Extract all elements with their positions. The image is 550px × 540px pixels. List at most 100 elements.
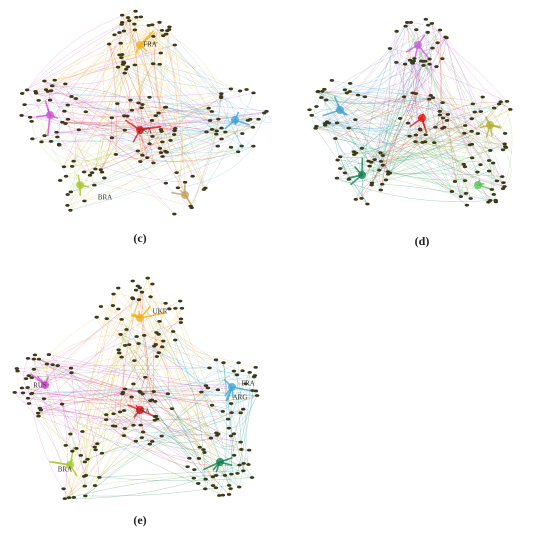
node: [387, 47, 393, 50]
edge: [437, 111, 453, 192]
edge: [132, 298, 243, 371]
edge: [73, 24, 153, 162]
edge: [161, 390, 257, 437]
edge: [387, 170, 490, 181]
node: [151, 161, 156, 165]
node: [56, 142, 62, 146]
edge: [24, 104, 212, 112]
node: [23, 377, 29, 381]
node: [407, 58, 413, 62]
node: [427, 62, 432, 66]
node: [173, 306, 178, 310]
node: [307, 108, 312, 112]
edge: [239, 90, 267, 112]
node: [119, 13, 125, 17]
node: [222, 473, 228, 477]
node: [338, 155, 343, 159]
edge: [28, 299, 140, 376]
node: [52, 78, 57, 82]
node: [37, 406, 42, 410]
edge: [335, 92, 413, 139]
edge: [429, 64, 505, 187]
node: [147, 142, 152, 146]
edge: [23, 358, 33, 394]
node: [69, 371, 74, 375]
edge: [410, 22, 447, 38]
edge: [71, 96, 175, 215]
edge: [27, 89, 241, 98]
edge: [56, 127, 176, 133]
edge: [115, 133, 217, 155]
node: [63, 122, 68, 125]
edge: [348, 97, 434, 129]
edge: [371, 143, 505, 184]
edge: [84, 152, 167, 202]
edge: [135, 290, 230, 486]
edge: [26, 29, 136, 91]
node: [309, 113, 314, 117]
node: [126, 343, 132, 347]
edge: [140, 418, 219, 435]
node: [134, 335, 139, 338]
edge: [118, 287, 214, 486]
edge: [40, 346, 163, 411]
node: [491, 106, 497, 110]
edge: [162, 96, 222, 157]
node: [249, 476, 255, 479]
edge: [364, 96, 491, 201]
edge: [131, 97, 222, 113]
node-label: USA: [138, 128, 152, 136]
node: [93, 167, 98, 171]
node: [142, 334, 147, 337]
node: [353, 198, 358, 201]
edge: [135, 290, 212, 439]
edge: [318, 91, 416, 94]
node: [168, 139, 173, 142]
node: [221, 361, 226, 365]
node: [35, 411, 41, 415]
node: [26, 374, 31, 378]
edge: [409, 60, 503, 177]
edge: [64, 391, 154, 499]
node: [234, 373, 240, 377]
edge: [152, 441, 204, 450]
edge: [157, 418, 211, 441]
edge: [67, 101, 139, 106]
node: [219, 126, 224, 130]
edge: [67, 130, 217, 206]
edge: [44, 66, 119, 82]
edge: [152, 26, 170, 137]
node: [121, 29, 127, 33]
node: [121, 434, 127, 438]
edge: [119, 352, 226, 476]
node: [342, 88, 348, 92]
edge: [78, 115, 128, 130]
node: [410, 61, 415, 65]
edge: [28, 375, 124, 393]
node: [237, 485, 242, 489]
edge: [388, 173, 503, 177]
edge: [127, 17, 143, 156]
node: [119, 22, 124, 26]
node: [122, 387, 128, 391]
edge: [382, 153, 473, 159]
edge: [361, 102, 443, 149]
edge: [403, 32, 428, 97]
edge: [26, 89, 91, 176]
edge: [378, 62, 397, 191]
edge: [439, 111, 491, 151]
edge: [335, 138, 368, 205]
edge: [380, 125, 466, 162]
node: [237, 89, 243, 93]
node: [148, 295, 153, 299]
node: [149, 119, 155, 122]
node: [156, 111, 161, 115]
node: [319, 96, 324, 99]
edge: [318, 91, 465, 134]
edge: [46, 363, 73, 452]
edge: [122, 32, 167, 55]
edge: [205, 371, 238, 386]
node: [92, 445, 97, 449]
node: [151, 34, 156, 38]
edge: [324, 89, 381, 191]
